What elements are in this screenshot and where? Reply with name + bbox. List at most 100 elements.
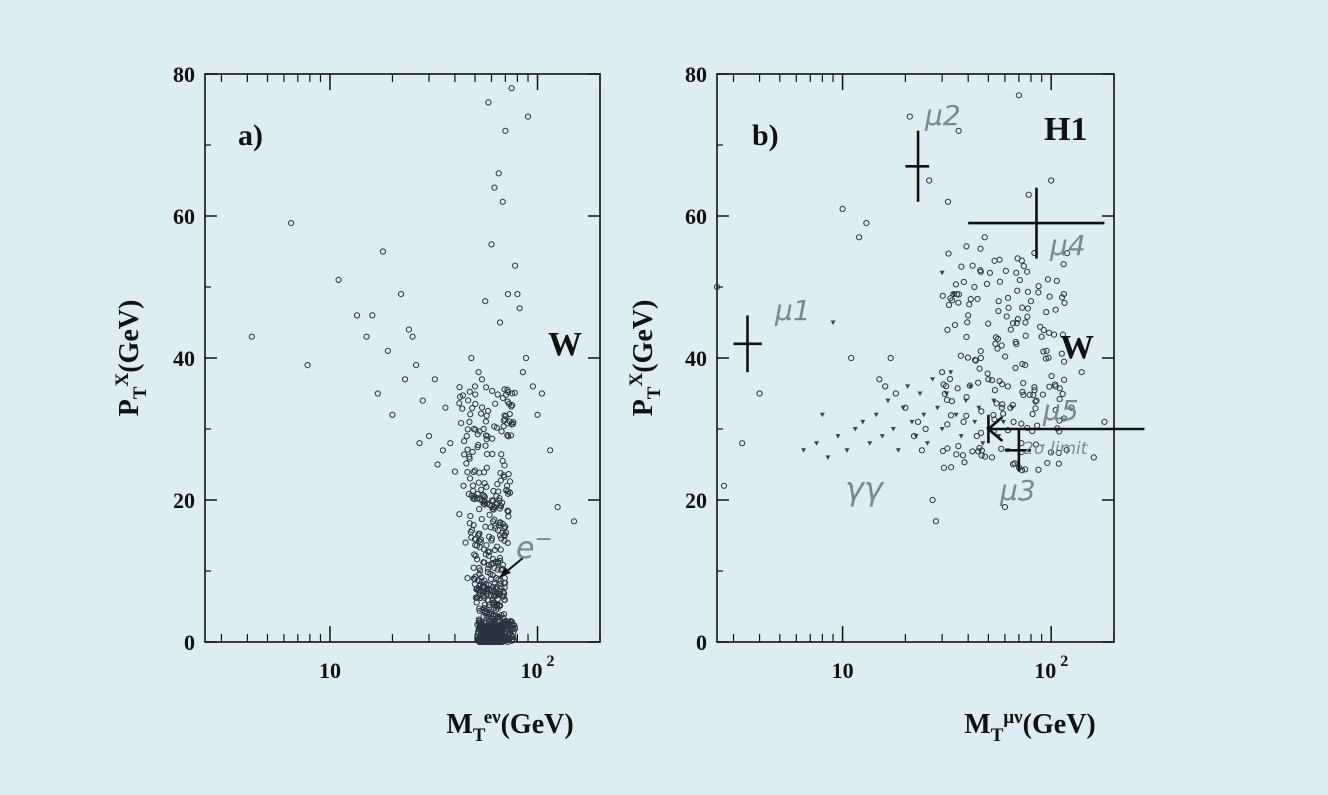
panel-b-circle-points: [713, 92, 1108, 525]
circle-point: [944, 421, 951, 428]
triangle-point: [830, 320, 836, 325]
circle-point: [1009, 461, 1017, 468]
circle-point: [1033, 397, 1040, 404]
x-tick-label-exponent: 2: [543, 653, 555, 670]
panel-b-ylabel-main: P: [628, 399, 659, 416]
data-point: [456, 384, 463, 391]
data-point: [508, 390, 516, 397]
circle-point: [910, 433, 918, 440]
data-point: [470, 575, 477, 582]
circle-point: [939, 369, 946, 376]
data-point: [475, 530, 482, 537]
data-point: [505, 508, 512, 515]
circle-point: [1020, 391, 1027, 398]
circle-point: [978, 452, 985, 459]
data-point: [502, 413, 509, 420]
circle-point: [1032, 441, 1040, 448]
data-point: [514, 291, 521, 298]
data-point: [483, 412, 490, 419]
data-point: [519, 369, 526, 376]
panel-a-ylabel-sup: X: [112, 373, 133, 387]
data-point: [389, 411, 396, 418]
circle-point: [995, 307, 1002, 315]
triangle-point: [873, 412, 879, 418]
data-point: [492, 522, 499, 529]
panel-b-xlabel: MTμν(GeV): [964, 707, 1095, 746]
circle-point: [955, 127, 962, 134]
data-point: [469, 448, 476, 456]
data-point: [508, 85, 515, 92]
data-point: [496, 520, 504, 527]
triangle-point: [825, 455, 831, 460]
y-tick-label: 60: [685, 204, 707, 229]
circle-point: [1056, 417, 1063, 424]
data-point: [471, 383, 479, 390]
circle-point: [942, 383, 950, 390]
circle-point: [1026, 391, 1033, 398]
data-point: [471, 576, 478, 583]
circle-point: [1035, 466, 1042, 473]
limit-label: 2σ limit: [1023, 439, 1089, 459]
data-point: [493, 493, 500, 500]
muon-limit-arrow: [986, 416, 1004, 442]
data-point: [503, 486, 510, 494]
data-point: [494, 600, 501, 608]
circle-point: [977, 245, 984, 252]
circle-point: [1053, 277, 1060, 285]
circle-point: [882, 383, 889, 390]
triangle-point: [860, 419, 866, 425]
circle-point: [974, 295, 981, 303]
electron-arrow-head: [500, 567, 511, 577]
circle-point: [975, 379, 982, 386]
circle-point: [1024, 288, 1031, 295]
data-point: [458, 419, 465, 427]
circle-point: [1009, 320, 1017, 327]
circle-point: [986, 269, 994, 276]
y-tick-label: 20: [173, 488, 195, 513]
data-point: [481, 605, 488, 612]
data-point: [447, 440, 454, 447]
data-point: [478, 410, 485, 417]
x-tick-label-base: 10: [521, 658, 543, 683]
circle-point: [1045, 354, 1052, 361]
data-point: [505, 618, 512, 625]
data-point: [374, 390, 381, 397]
data-point: [475, 369, 482, 376]
y-tick-label: 40: [173, 346, 195, 371]
data-point: [486, 511, 493, 518]
triangle-point: [867, 441, 873, 446]
data-point: [472, 391, 479, 398]
circle-point: [1013, 269, 1020, 276]
data-point: [473, 542, 481, 549]
data-point: [442, 404, 449, 411]
y-tick-label: 60: [173, 204, 195, 229]
data-point: [498, 428, 505, 435]
data-point: [488, 535, 496, 542]
circle-point: [955, 291, 962, 298]
panel-b-muon-events: μ1 μ2 μ3 μ4 μ5: [733, 99, 1145, 507]
data-point: [500, 423, 507, 430]
data-point: [516, 305, 523, 312]
circle-point: [977, 268, 984, 275]
circle-point: [990, 411, 997, 419]
circle-point: [1020, 263, 1027, 270]
circle-point: [1047, 449, 1055, 456]
triangle-point: [939, 270, 945, 276]
data-point: [488, 241, 495, 248]
circle-point: [963, 394, 970, 401]
data-point: [384, 347, 391, 354]
data-point: [472, 536, 479, 543]
circle-point: [998, 445, 1005, 452]
circle-point: [1024, 305, 1031, 312]
data-point: [462, 539, 469, 546]
circle-point: [1003, 313, 1010, 320]
circle-point: [953, 291, 960, 298]
circle-point: [887, 354, 894, 362]
circle-point: [963, 412, 970, 419]
data-point: [501, 474, 508, 481]
muon-event-label: μ5: [1042, 394, 1079, 427]
data-point: [534, 411, 541, 418]
data-point: [505, 470, 512, 478]
circle-point: [1078, 369, 1085, 376]
